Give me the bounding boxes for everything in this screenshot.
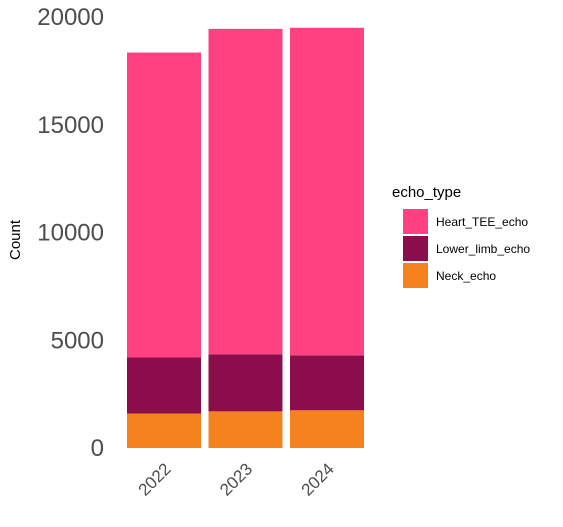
legend-label: Lower_limb_echo — [436, 242, 530, 256]
bar-segment-heart-tee-echo-2023 — [208, 28, 283, 355]
legend: echo_type Heart_TEE_echo Lower_limb_echo N… — [392, 184, 530, 288]
legend-label: Heart_TEE_echo — [436, 215, 528, 229]
y-axis-label: Count — [7, 219, 24, 260]
bar-segment-neck-echo-2023 — [208, 411, 283, 448]
x-axis: 2022 2023 2024 — [135, 459, 338, 499]
bar-segment-lower-limb-echo-2024 — [290, 355, 364, 411]
y-tick-label: 5000 — [51, 327, 104, 354]
x-tick-label: 2024 — [298, 459, 338, 499]
legend-swatch — [403, 209, 428, 234]
y-tick-label: 15000 — [37, 112, 104, 139]
y-axis: 0 5000 10000 15000 20000 — [37, 4, 104, 462]
bar-segment-heart-tee-echo-2022 — [127, 52, 201, 358]
y-tick-label: 20000 — [37, 4, 104, 31]
y-tick-label: 10000 — [37, 220, 104, 247]
bars — [127, 27, 364, 448]
legend-swatch — [403, 236, 428, 261]
y-tick-label: 0 — [91, 435, 104, 462]
bar-segment-lower-limb-echo-2023 — [208, 354, 283, 412]
x-tick-label: 2023 — [216, 459, 256, 499]
bar-segment-neck-echo-2022 — [127, 413, 201, 448]
x-tick-label: 2022 — [135, 459, 175, 499]
bar-segment-neck-echo-2024 — [290, 410, 364, 448]
bar-segment-lower-limb-echo-2022 — [127, 357, 201, 414]
legend-title: echo_type — [392, 184, 461, 201]
legend-label: Neck_echo — [436, 269, 496, 283]
bar-segment-heart-tee-echo-2024 — [290, 27, 364, 356]
legend-swatch — [403, 263, 428, 288]
